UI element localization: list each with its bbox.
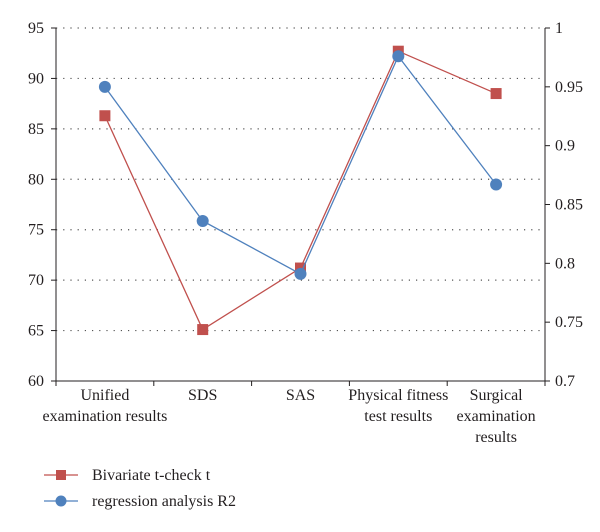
x-tick-label: SAS [286,387,315,404]
series-line [104,54,497,275]
x-tick-label-line: Surgical [470,387,524,404]
legend-marker-circle [55,495,67,507]
gridlines [56,27,545,332]
series-point-square [99,110,111,122]
x-tick-label-line: Unified [80,387,129,404]
series-line [104,50,497,331]
x-axis-ticks: Unified examination results SDS SAS Physical… [42,381,546,446]
right-tick-label: 0.9 [555,138,575,155]
right-tick-label: 0.85 [555,197,583,214]
right-tick-label: 0.75 [555,314,583,331]
legend-marker-square [56,470,66,480]
right-axis-ticks: 0.7 0.75 0.8 0.85 0.9 0.95 1 [545,20,583,390]
left-tick-label: 80 [28,171,44,188]
left-tick-label: 70 [28,272,44,289]
series-group [98,45,503,336]
x-tick-label-line: results [475,429,517,446]
right-tick-label: 0.8 [555,255,575,272]
x-tick-label-line: examination [457,408,536,425]
x-tick-label-line: test results [364,408,432,425]
series-point-circle [196,214,209,227]
axes [55,28,546,382]
x-tick-label: SDS [188,387,217,404]
x-tick-label: Unified examination results [42,387,167,425]
legend-label: regression analysis R2 [92,493,236,510]
x-tick-label-line: SDS [188,387,217,404]
right-tick-label: 1 [555,20,563,37]
left-tick-label: 95 [28,20,44,37]
series-point-square [197,324,209,336]
x-tick-label-line: Physical fitness [348,387,448,404]
series-point-circle [490,178,503,191]
left-tick-label: 90 [28,70,44,87]
series-point-circle [392,50,405,63]
x-tick-label-line: examination results [42,408,167,425]
series-point-circle [294,267,307,280]
left-tick-label: 75 [28,222,44,239]
legend: Bivariate t-check t regression analysis R… [44,467,236,510]
right-tick-label: 0.95 [555,79,583,96]
x-tick-label-line: SAS [286,387,315,404]
right-tick-label: 0.7 [555,373,575,390]
series-point-circle [98,80,111,93]
x-tick-label: Physical fitness test results [348,387,448,425]
series-point-square [490,88,502,100]
legend-label: Bivariate t-check t [92,467,211,484]
x-tick-label: Surgical examination results [457,387,536,446]
left-axis-ticks: 60 65 70 75 80 85 90 95 [28,20,56,390]
left-tick-label: 65 [28,323,44,340]
left-tick-label: 85 [28,121,44,138]
left-tick-label: 60 [28,373,44,390]
